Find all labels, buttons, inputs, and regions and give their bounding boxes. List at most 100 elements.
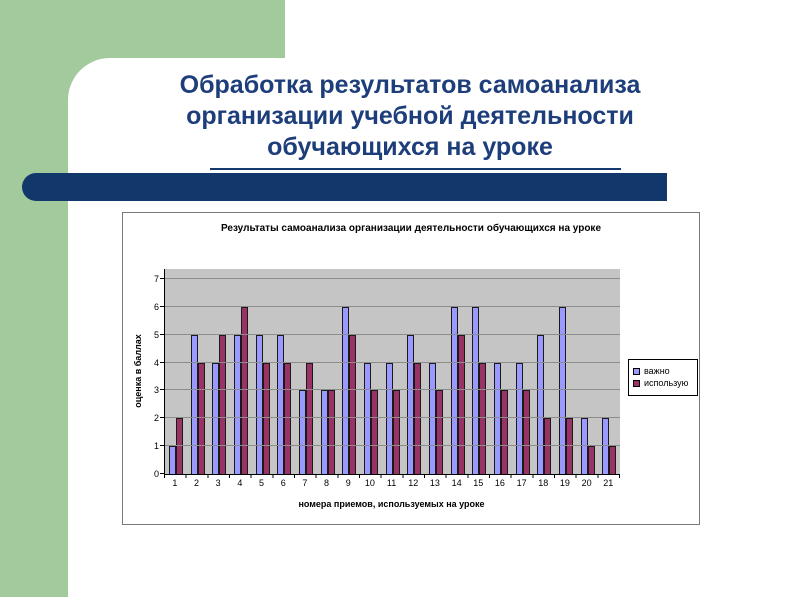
- bar-использую-10: [370, 390, 378, 474]
- gridline-y4: [165, 361, 620, 363]
- x-tick-label-11: 11: [386, 478, 397, 488]
- bar-важно-15: [472, 306, 480, 474]
- x-axis-tick-labels: 1 2 3 4 5 6 7 8 9 10 11 12 13 14 15 16 17 18 19 20 21: [164, 478, 619, 489]
- category-group-10: [360, 269, 382, 474]
- bar-использую-8: [327, 390, 335, 474]
- y-tick-mark: [160, 473, 164, 474]
- gridline-y7: [165, 278, 620, 279]
- bar-важно-8: [320, 390, 328, 474]
- y-tick-label-5: 5: [153, 329, 159, 340]
- category-group-20: [577, 269, 599, 474]
- slide-title: Обработка результатов самоанализа органи…: [110, 70, 710, 163]
- legend-label-важно: важно: [644, 366, 670, 376]
- y-tick-mark: [160, 389, 164, 391]
- category-group-13: [425, 269, 447, 474]
- bar-использую-17: [522, 390, 530, 474]
- bar-важно-7: [298, 390, 306, 474]
- category-group-11: [382, 269, 404, 474]
- x-tick-label-12: 12: [408, 478, 419, 488]
- bar-важно-12: [407, 334, 415, 474]
- x-tick-label-13: 13: [429, 478, 440, 488]
- x-tick-label-21: 21: [603, 478, 614, 488]
- bar-использую-9: [349, 334, 357, 474]
- y-tick-label-7: 7: [153, 274, 159, 284]
- y-tick-label-0: 0: [153, 469, 159, 479]
- category-group-16: [490, 269, 512, 474]
- legend-label-использую: использую: [644, 378, 689, 388]
- bar-использую-13: [435, 390, 443, 474]
- bar-важно-21: [602, 418, 610, 474]
- gridline-y2: [165, 417, 620, 419]
- y-tick-label-2: 2: [153, 413, 159, 424]
- category-group-6: [273, 269, 295, 474]
- x-tick-label-17: 17: [516, 478, 527, 488]
- y-tick-mark: [160, 278, 164, 279]
- x-tick-label-10: 10: [364, 478, 375, 488]
- category-group-1: [165, 269, 187, 474]
- bar-использую-2: [197, 362, 205, 474]
- bar-важно-10: [363, 362, 371, 474]
- bar-использую-21: [609, 446, 617, 474]
- bar-важно-16: [493, 362, 501, 474]
- category-group-18: [533, 269, 555, 474]
- x-tick-label-3: 3: [215, 478, 221, 488]
- bar-chart: Результаты самоанализа организации деяте…: [122, 212, 700, 525]
- category-group-4: [230, 269, 252, 474]
- gridline-y5: [165, 333, 620, 335]
- category-group-17: [512, 269, 534, 474]
- bar-использую-3: [219, 334, 227, 474]
- x-tick-label-8: 8: [324, 478, 330, 488]
- category-group-14: [447, 269, 469, 474]
- legend-item-использую: использую: [633, 378, 693, 388]
- slide-title-line-1: Обработка результатов самоанализа: [179, 71, 641, 99]
- y-tick-label-4: 4: [153, 357, 159, 368]
- bar-использую-6: [284, 362, 292, 474]
- x-tick-label-19: 19: [559, 478, 570, 488]
- chart-legend: важно использую: [628, 359, 698, 396]
- y-tick-label-6: 6: [153, 301, 159, 312]
- slide-title-line-2: организации учебной деятельности: [186, 102, 634, 130]
- slide-title-line-3: обучающихся на уроке: [267, 133, 553, 161]
- category-group-7: [295, 269, 317, 474]
- category-group-3: [208, 269, 230, 474]
- gridline-y1: [165, 445, 620, 447]
- gridline-y6: [165, 305, 620, 307]
- bars-container: [165, 269, 620, 474]
- bar-использую-14: [457, 334, 465, 474]
- bar-важно-17: [515, 362, 523, 474]
- bar-важно-14: [450, 306, 458, 474]
- x-axis-title: номера приемов, используемых на уроке: [298, 499, 485, 509]
- x-tick-label-1: 1: [172, 478, 178, 488]
- y-axis-title: оценка в баллах: [133, 334, 143, 408]
- bar-использую-7: [305, 362, 313, 474]
- category-group-19: [555, 269, 577, 474]
- bar-важно-6: [277, 334, 285, 474]
- bar-использую-15: [479, 362, 487, 474]
- y-tick-mark: [160, 445, 164, 447]
- chart-title: Результаты самоанализа организации деяте…: [220, 223, 602, 234]
- bar-использую-12: [414, 362, 422, 474]
- bar-использую-20: [587, 446, 595, 474]
- category-group-9: [338, 269, 360, 474]
- bar-использую-1: [175, 418, 183, 474]
- category-group-21: [598, 269, 620, 474]
- bar-важно-19: [558, 306, 566, 474]
- x-tick-label-16: 16: [494, 478, 505, 488]
- bar-использую-19: [565, 418, 573, 474]
- bar-важно-13: [428, 362, 436, 474]
- legend-swatch-важно: [633, 367, 640, 375]
- x-tick-label-9: 9: [345, 478, 351, 488]
- x-tick-label-2: 2: [194, 478, 200, 488]
- x-tick-label-7: 7: [302, 478, 308, 488]
- y-tick-mark: [160, 305, 164, 307]
- bar-использую-5: [262, 362, 270, 474]
- x-axis-tick-marks: [164, 475, 620, 478]
- bar-важно-18: [537, 334, 545, 474]
- bar-использую-16: [500, 390, 508, 474]
- bar-важно-9: [342, 306, 350, 474]
- y-tick-mark: [160, 361, 164, 363]
- bar-важно-4: [233, 334, 241, 474]
- x-tick-label-5: 5: [259, 478, 265, 488]
- bar-использую-4: [240, 306, 248, 474]
